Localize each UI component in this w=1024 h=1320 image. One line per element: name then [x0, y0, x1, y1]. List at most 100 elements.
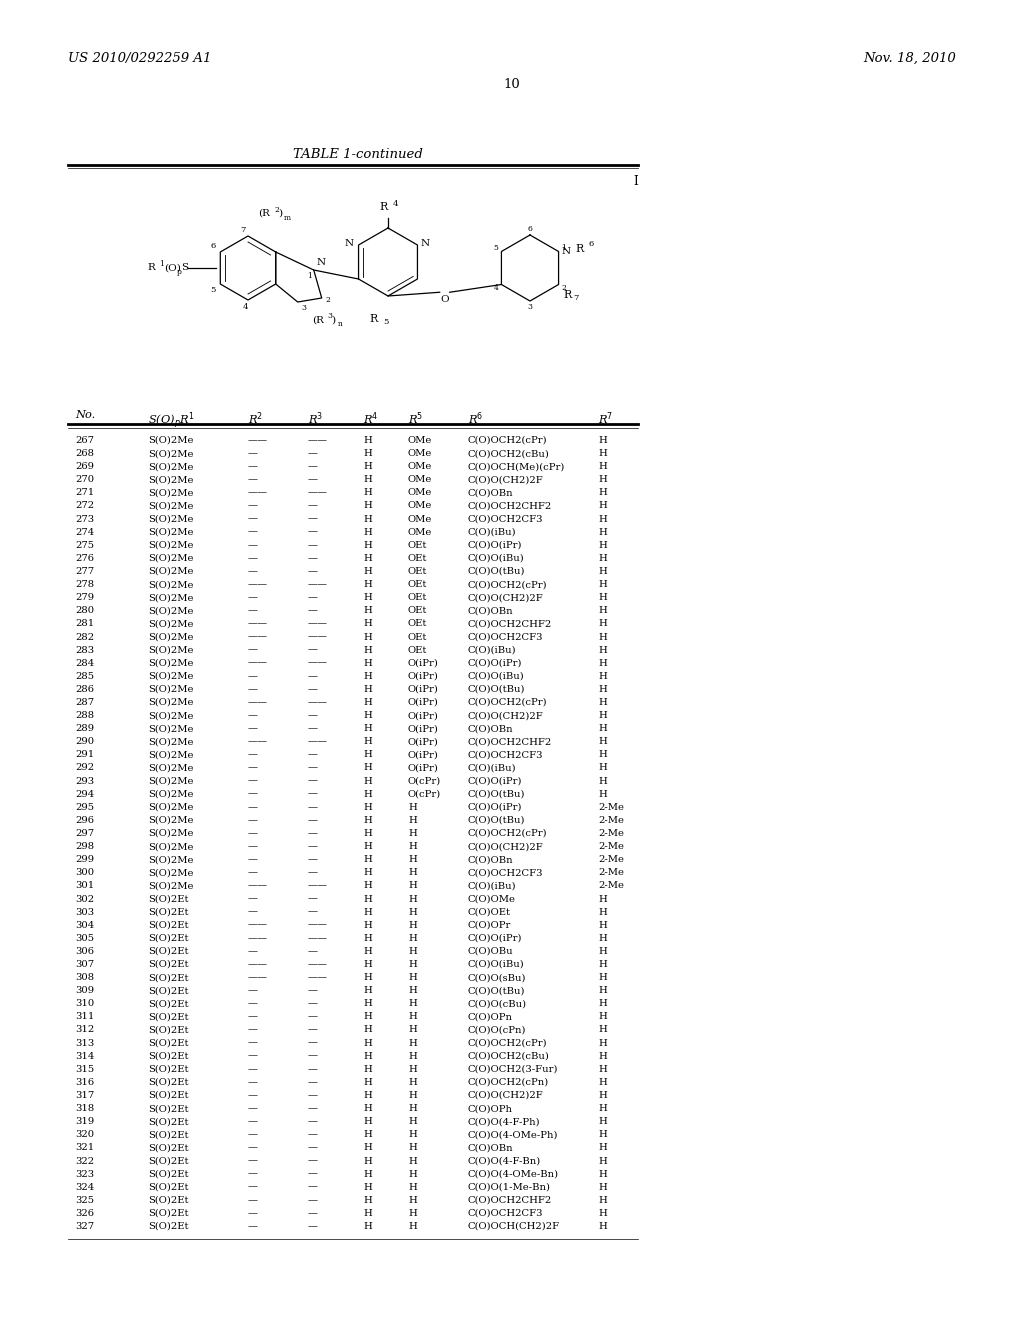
Text: —: —	[308, 776, 318, 785]
Text: S(O)2Me: S(O)2Me	[148, 789, 194, 799]
Text: —: —	[248, 803, 258, 812]
Text: S(O)2Me: S(O)2Me	[148, 711, 194, 721]
Text: 2-Me: 2-Me	[598, 842, 624, 851]
Text: H: H	[598, 645, 607, 655]
Text: —: —	[248, 895, 258, 903]
Text: H: H	[598, 725, 607, 733]
Text: —: —	[308, 946, 318, 956]
Text: H: H	[598, 515, 607, 524]
Text: —: —	[248, 1065, 258, 1073]
Text: ——: ——	[248, 632, 268, 642]
Text: S(O)2Et: S(O)2Et	[148, 973, 188, 982]
Text: H: H	[408, 946, 417, 956]
Text: —: —	[248, 593, 258, 602]
Text: H: H	[598, 789, 607, 799]
Text: C(O)OBu: C(O)OBu	[468, 946, 514, 956]
Text: H: H	[362, 1222, 372, 1232]
Text: ——: ——	[308, 921, 328, 929]
Text: H: H	[362, 711, 372, 721]
Text: 299: 299	[75, 855, 94, 865]
Text: H: H	[362, 462, 372, 471]
Text: S(O)2Me: S(O)2Me	[148, 541, 194, 550]
Text: ——: ——	[248, 921, 268, 929]
Text: —: —	[308, 725, 318, 733]
Text: S(O)2Me: S(O)2Me	[148, 436, 194, 445]
Text: —: —	[248, 1183, 258, 1192]
Text: H: H	[598, 436, 607, 445]
Text: H: H	[408, 1065, 417, 1073]
Text: —: —	[248, 869, 258, 878]
Text: H: H	[408, 1170, 417, 1179]
Text: 322: 322	[75, 1156, 94, 1166]
Text: 4: 4	[243, 304, 248, 312]
Text: H: H	[408, 1209, 417, 1218]
Text: H: H	[362, 855, 372, 865]
Text: 312: 312	[75, 1026, 94, 1035]
Text: —: —	[248, 725, 258, 733]
Text: S(O)2Me: S(O)2Me	[148, 869, 194, 878]
Text: H: H	[362, 515, 372, 524]
Text: 303: 303	[75, 908, 94, 916]
Text: 282: 282	[75, 632, 94, 642]
Text: —: —	[248, 449, 258, 458]
Text: H: H	[362, 960, 372, 969]
Text: H: H	[598, 960, 607, 969]
Text: H: H	[362, 672, 372, 681]
Text: C(O)OCH2(cPn): C(O)OCH2(cPn)	[468, 1078, 549, 1086]
Text: S(O)2Me: S(O)2Me	[148, 803, 194, 812]
Text: H: H	[362, 1170, 372, 1179]
Text: C(O)OCH2(cPr): C(O)OCH2(cPr)	[468, 829, 548, 838]
Text: 290: 290	[75, 738, 94, 746]
Text: S(O)2Me: S(O)2Me	[148, 462, 194, 471]
Text: C(O)OEt: C(O)OEt	[468, 908, 511, 916]
Text: H: H	[362, 869, 372, 878]
Text: H: H	[362, 908, 372, 916]
Text: C(O)O(4-F-Bn): C(O)O(4-F-Bn)	[468, 1156, 542, 1166]
Text: H: H	[408, 1078, 417, 1086]
Text: H: H	[598, 1222, 607, 1232]
Text: C(O)O(sBu): C(O)O(sBu)	[468, 973, 526, 982]
Text: ——: ——	[308, 738, 328, 746]
Text: C(O)OBn: C(O)OBn	[468, 855, 514, 865]
Text: C(O)OCH2CF3: C(O)OCH2CF3	[468, 1209, 544, 1218]
Text: H: H	[408, 1012, 417, 1022]
Text: C(O)O(tBu): C(O)O(tBu)	[468, 986, 525, 995]
Text: —: —	[308, 999, 318, 1008]
Text: R$^5$: R$^5$	[408, 411, 423, 426]
Text: S(O)2Me: S(O)2Me	[148, 449, 194, 458]
Text: —: —	[308, 750, 318, 759]
Text: 279: 279	[75, 593, 94, 602]
Text: 2-Me: 2-Me	[598, 855, 624, 865]
Text: H: H	[362, 829, 372, 838]
Text: OEt: OEt	[408, 541, 427, 550]
Text: —: —	[308, 711, 318, 721]
Text: OMe: OMe	[408, 528, 432, 537]
Text: H: H	[598, 711, 607, 721]
Text: —: —	[308, 1065, 318, 1073]
Text: C(O)OBn: C(O)OBn	[468, 725, 514, 733]
Text: S(O)2Et: S(O)2Et	[148, 1117, 188, 1126]
Text: 291: 291	[75, 750, 94, 759]
Text: R: R	[147, 264, 155, 272]
Text: H: H	[362, 1104, 372, 1113]
Text: —: —	[248, 1117, 258, 1126]
Text: H: H	[408, 882, 417, 891]
Text: S(O)2Me: S(O)2Me	[148, 632, 194, 642]
Text: —: —	[308, 449, 318, 458]
Text: C(O)OCH2(cBu): C(O)OCH2(cBu)	[468, 449, 550, 458]
Text: R$^2$: R$^2$	[248, 411, 263, 426]
Text: —: —	[308, 462, 318, 471]
Text: C(O)OBn: C(O)OBn	[468, 606, 514, 615]
Text: H: H	[362, 1092, 372, 1100]
Text: S(O)2Et: S(O)2Et	[148, 1209, 188, 1218]
Text: H: H	[362, 986, 372, 995]
Text: C(O)O(4-F-Ph): C(O)O(4-F-Ph)	[468, 1117, 541, 1126]
Text: 286: 286	[75, 685, 94, 694]
Text: —: —	[308, 1092, 318, 1100]
Text: C(O)OPr: C(O)OPr	[468, 921, 511, 929]
Text: —: —	[308, 502, 318, 511]
Text: H: H	[598, 776, 607, 785]
Text: —: —	[308, 1012, 318, 1022]
Text: H: H	[362, 1065, 372, 1073]
Text: H: H	[408, 960, 417, 969]
